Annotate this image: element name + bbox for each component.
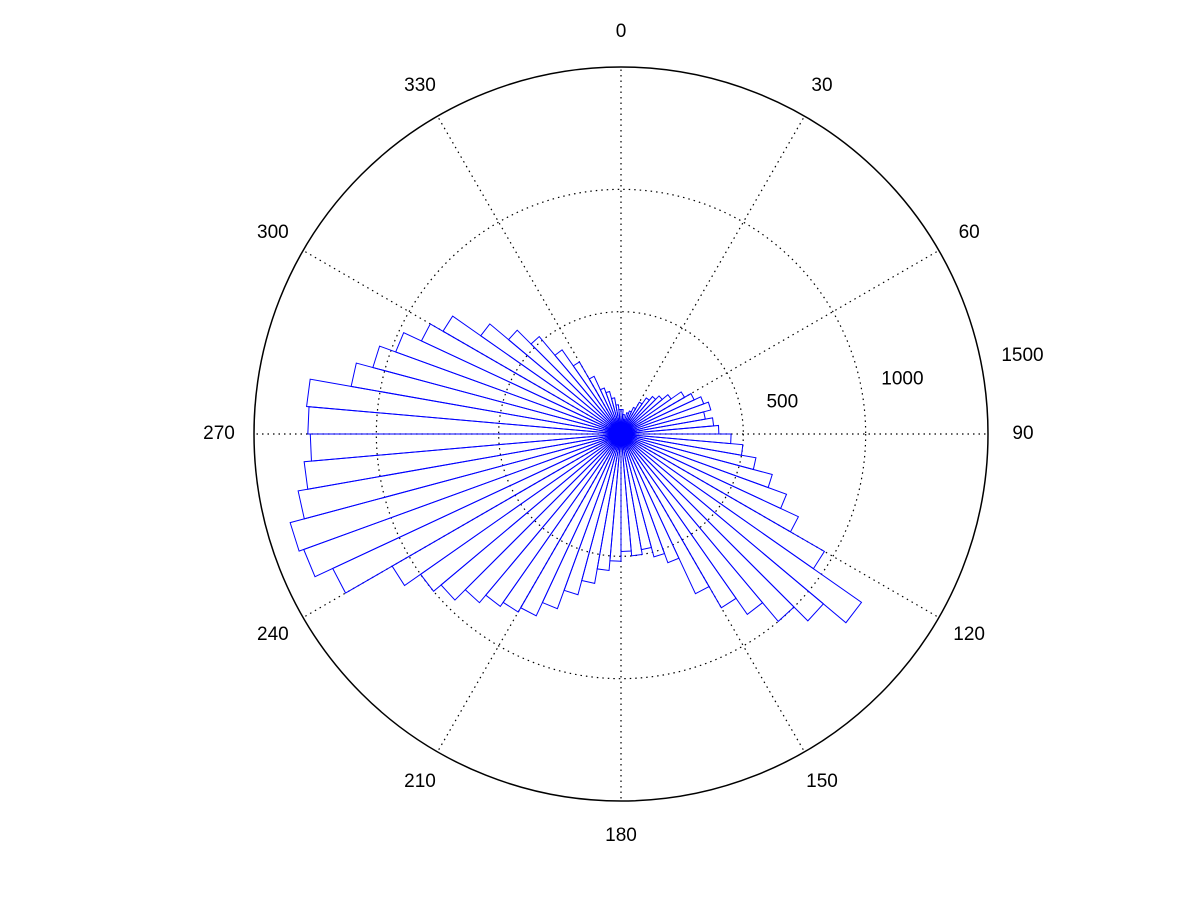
- theta-tick-label: 60: [959, 222, 980, 243]
- theta-tick-label: 0: [616, 21, 627, 42]
- theta-tick-label: 180: [605, 825, 637, 846]
- grid-ring: [498, 311, 744, 557]
- theta-tick-label: 90: [1012, 423, 1033, 444]
- rose-wedge: [618, 409, 622, 435]
- theta-tick-label: 270: [203, 423, 235, 444]
- spoke: [620, 115, 806, 435]
- grid-ring: [375, 188, 867, 680]
- theta-tick-label: 240: [257, 624, 289, 645]
- theta-tick-label: 300: [257, 222, 289, 243]
- theta-tick-label: 330: [404, 75, 436, 96]
- r-tick-label: 500: [766, 392, 798, 413]
- theta-tick-label: 150: [806, 771, 838, 792]
- outer-ring: [253, 66, 989, 802]
- theta-tick-label: 120: [953, 624, 985, 645]
- r-tick-label: 1500: [1001, 345, 1043, 366]
- theta-tick-label: 210: [404, 771, 436, 792]
- r-tick-label: 1000: [881, 368, 923, 389]
- theta-tick-label: 30: [811, 75, 832, 96]
